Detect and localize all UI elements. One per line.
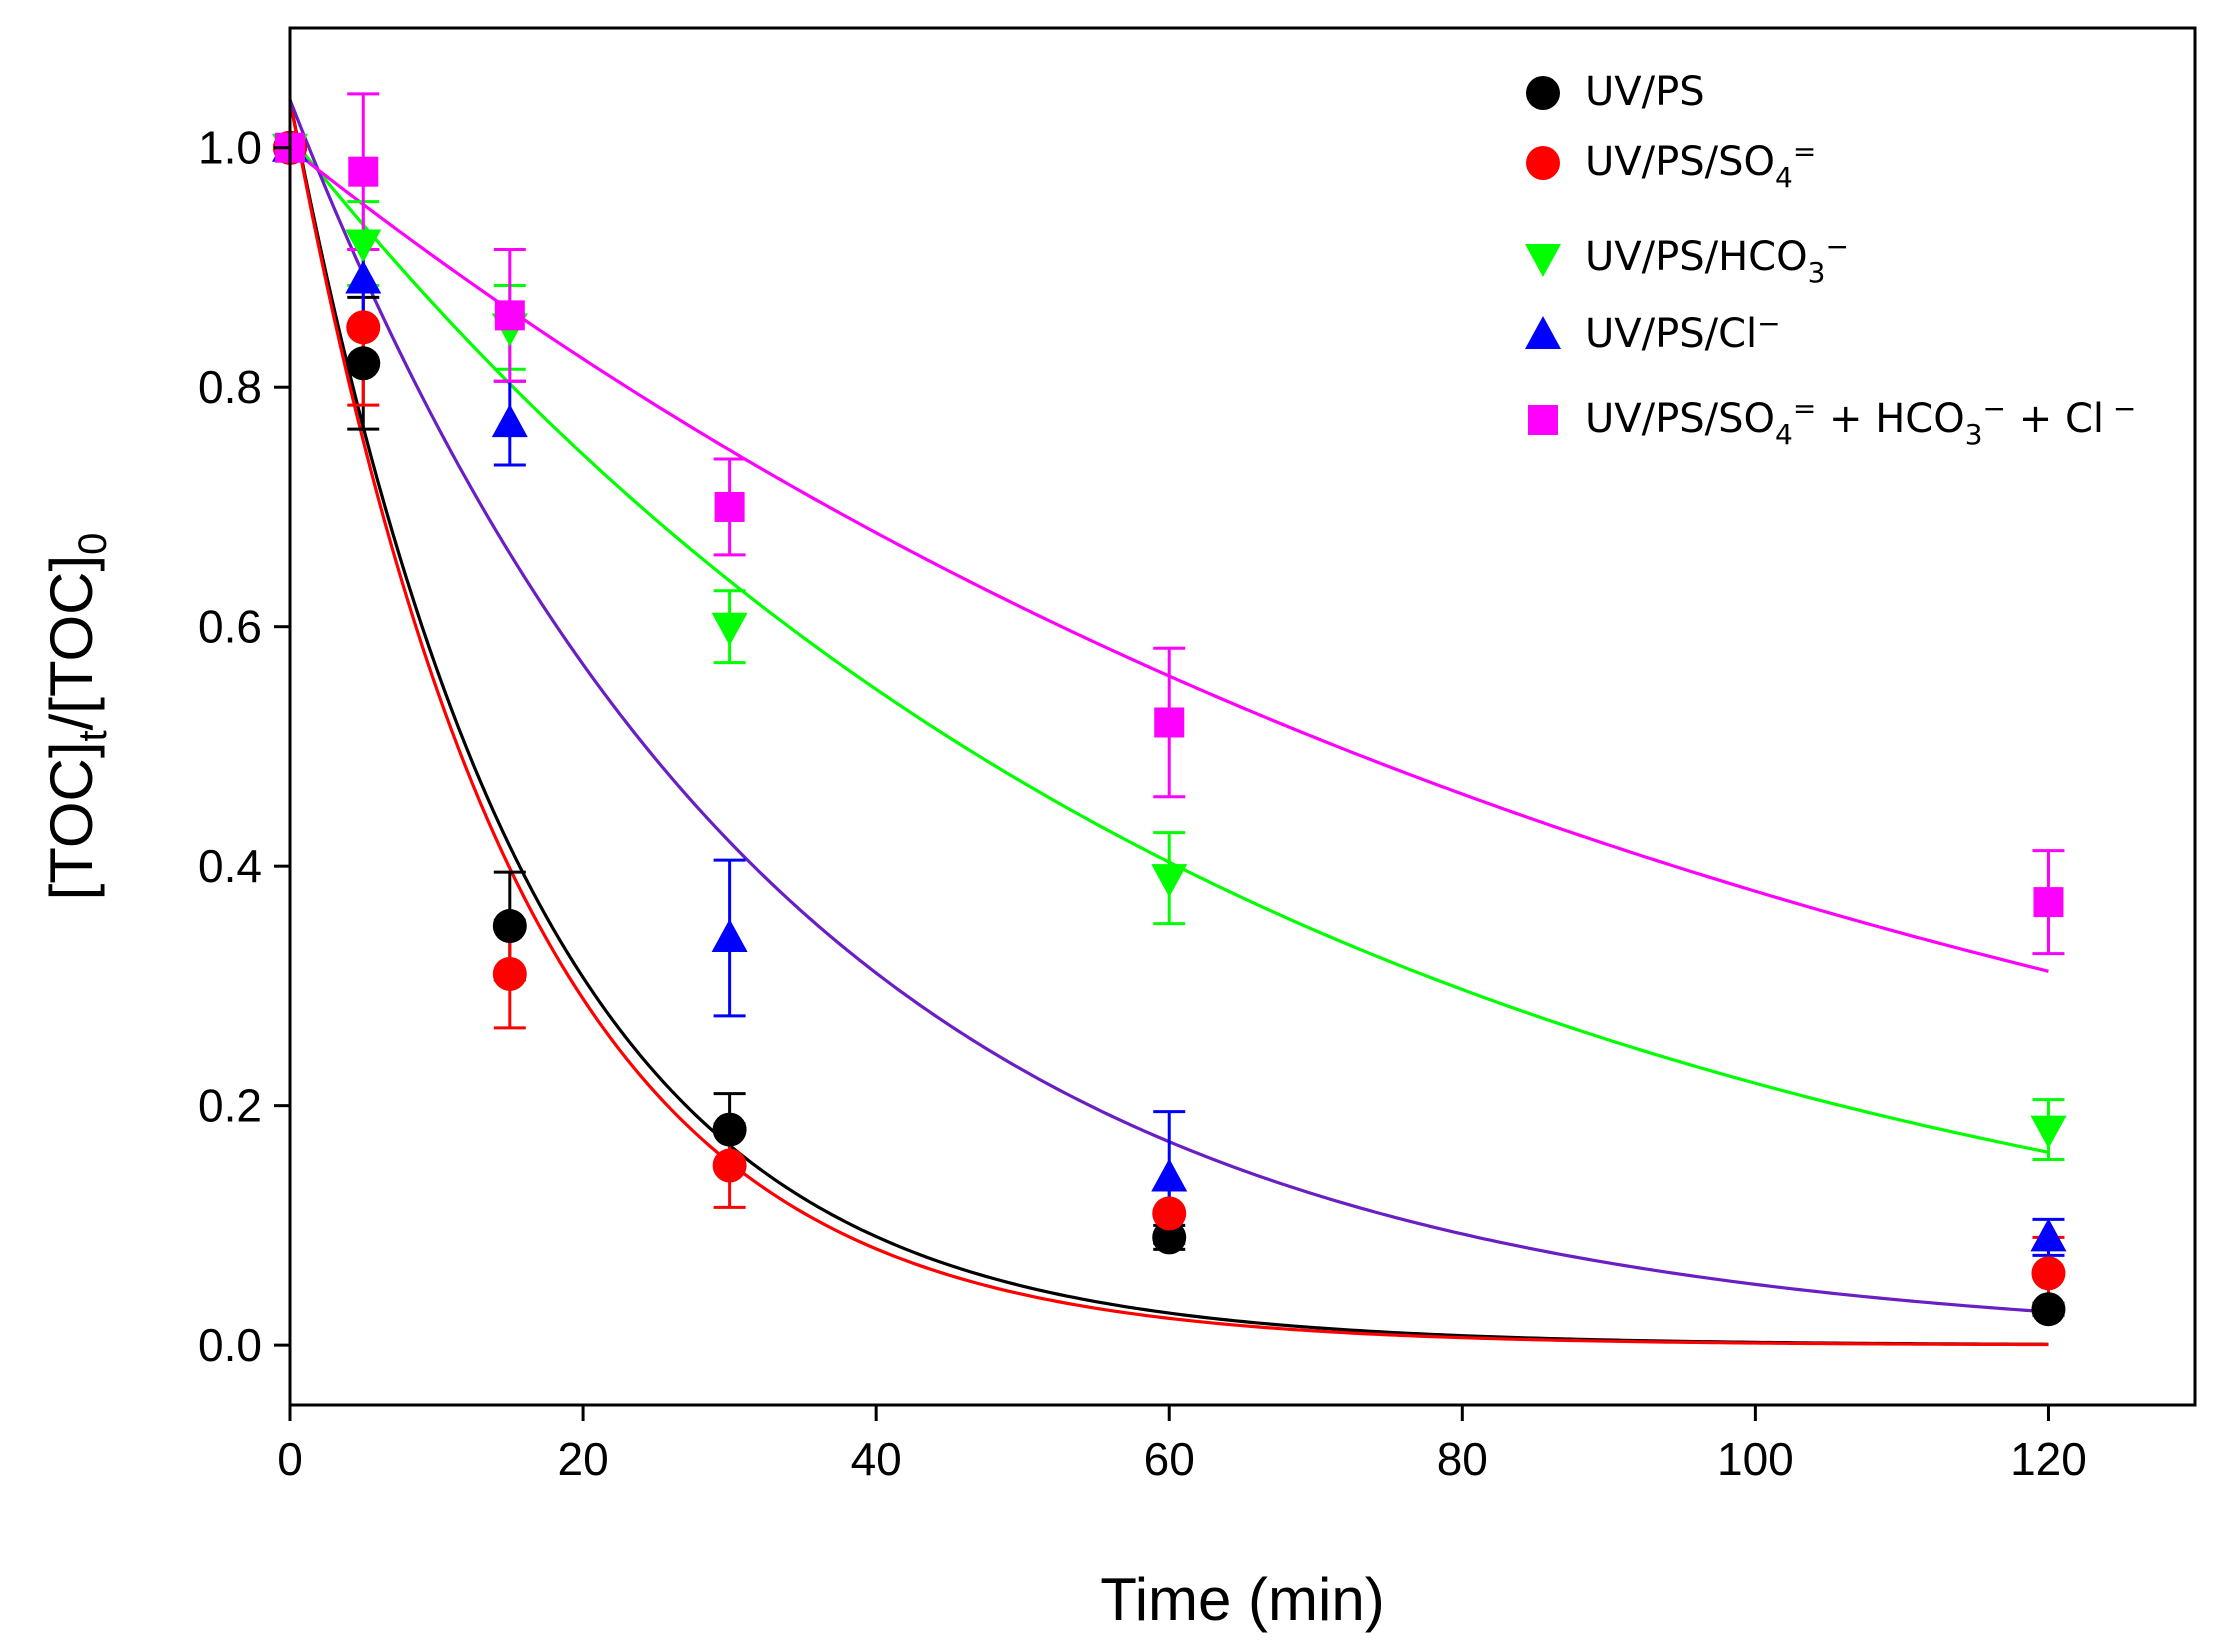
legend-label: UV/PS/SO4= <box>1585 135 1816 194</box>
x-axis-title: Time (min) <box>1100 1566 1384 1633</box>
x-tick-label: 20 <box>557 1433 608 1485</box>
legend-label: UV/PS <box>1585 69 1705 115</box>
x-tick-label: 120 <box>2010 1433 2087 1485</box>
x-tick-label: 100 <box>1717 1433 1794 1485</box>
x-tick-labels: 0 20 40 60 80 100 120 <box>277 1433 2087 1485</box>
data-point <box>2030 1115 2067 1149</box>
data-point <box>2033 887 2064 918</box>
data-point <box>1151 1158 1188 1192</box>
data-point <box>711 919 748 953</box>
y-tick-label: 0.0 <box>198 1319 262 1371</box>
legend: UV/PS UV/PS/SO4= UV/PS/HCO3− UV/PS/Cl− UV/PS… <box>1525 69 2136 451</box>
y-tick-label: 0.8 <box>198 361 262 413</box>
legend-marker <box>1526 146 1560 180</box>
data-point <box>1151 864 1188 898</box>
data-point <box>1152 1196 1187 1231</box>
data-point <box>2030 1218 2067 1252</box>
data-markers <box>272 128 2067 1327</box>
legend-marker <box>1525 244 1561 277</box>
fit-curve <box>288 99 2049 1347</box>
legend-label: UV/PS/SO4= + HCO3− + Cl − <box>1585 392 2136 451</box>
legend-entry: UV/PS/HCO3− <box>1525 230 1849 289</box>
data-point <box>494 300 525 331</box>
y-axis-title: [TOC]t/[TOC]0 <box>38 533 115 901</box>
fit-curve <box>288 134 2049 1154</box>
legend-entry: UV/PS/SO4= + HCO3− + Cl − <box>1528 392 2136 451</box>
y-tick-label: 0.4 <box>198 840 262 892</box>
legend-label: UV/PS/Cl− <box>1585 307 1781 357</box>
plot-frame <box>288 26 2197 1407</box>
data-point <box>345 260 382 294</box>
y-title-sub-0: 0 <box>71 533 115 555</box>
legend-marker <box>1525 316 1561 349</box>
data-point <box>1152 1220 1187 1255</box>
data-point <box>492 909 527 944</box>
data-point <box>712 1112 747 1147</box>
x-tick-label: 60 <box>1144 1433 1195 1485</box>
data-point <box>2031 1256 2066 1291</box>
axis-ticks <box>274 146 2050 1421</box>
data-point <box>492 956 527 991</box>
legend-entry: UV/PS/SO4= <box>1526 135 1816 194</box>
y-title-sep: /[TOC] <box>38 555 105 731</box>
data-point <box>2031 1292 2066 1327</box>
legend-entry: UV/PS/Cl− <box>1525 307 1781 357</box>
data-point <box>712 1148 747 1183</box>
data-point <box>491 404 528 438</box>
data-point <box>348 156 379 187</box>
data-point <box>346 346 381 381</box>
y-title-main: [TOC] <box>38 742 105 901</box>
legend-entry: UV/PS <box>1526 69 1705 115</box>
y-tick-labels: 0.0 0.2 0.4 0.6 0.8 1.0 <box>198 122 262 1371</box>
y-tick-label: 0.6 <box>198 601 262 653</box>
data-point <box>714 491 745 522</box>
y-title-sub-t: t <box>71 730 115 741</box>
x-tick-label: 80 <box>1437 1433 1488 1485</box>
x-tick-label: 0 <box>277 1433 303 1485</box>
x-tick-label: 40 <box>851 1433 902 1485</box>
legend-marker <box>1526 76 1560 110</box>
legend-marker <box>1528 405 1558 435</box>
legend-label: UV/PS/HCO3− <box>1585 230 1849 289</box>
data-point <box>1154 707 1185 738</box>
y-tick-label: 0.2 <box>198 1080 262 1132</box>
data-point <box>345 229 382 263</box>
data-point <box>346 310 381 345</box>
data-point <box>711 612 748 646</box>
y-tick-label: 1.0 <box>198 122 262 174</box>
